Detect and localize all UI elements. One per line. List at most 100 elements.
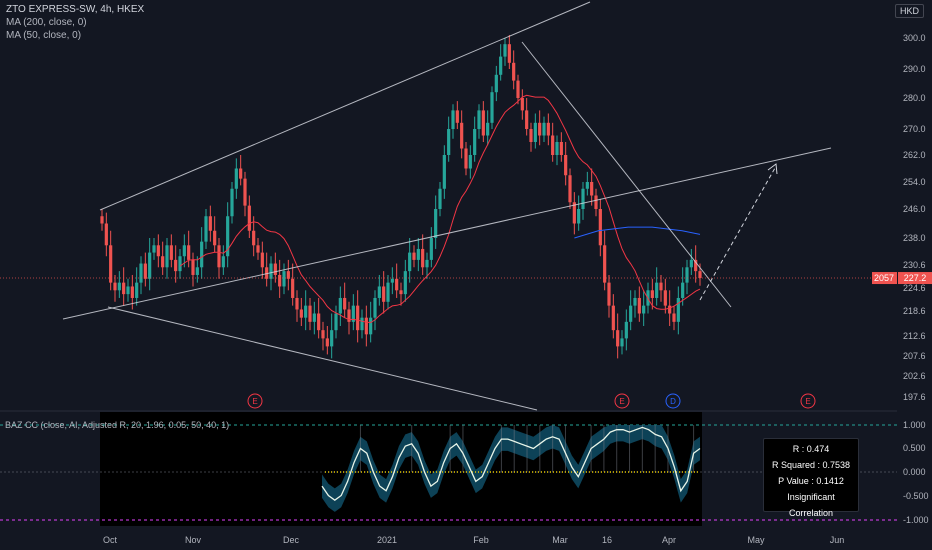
- candle-body: [130, 286, 134, 298]
- price-tag-value: 227.2: [904, 273, 927, 283]
- candle-body: [247, 205, 251, 231]
- price-tick-label: 280.0: [903, 93, 926, 103]
- candle-body: [200, 241, 204, 268]
- candle-body: [672, 313, 676, 322]
- candle-body: [304, 305, 308, 318]
- candle-body: [386, 282, 390, 302]
- candle-body: [685, 267, 689, 283]
- indicator-tick-label: -0.500: [903, 491, 929, 501]
- price-tick-label: 202.6: [903, 371, 926, 381]
- event-marker-label: E: [252, 397, 257, 406]
- candle-body: [442, 155, 446, 189]
- candle-body: [464, 148, 468, 169]
- candle-body: [533, 122, 537, 142]
- candle-body: [373, 297, 377, 318]
- candle-body: [546, 122, 550, 136]
- candle-body: [529, 129, 533, 142]
- candle-body: [356, 305, 360, 331]
- candle-body: [607, 282, 611, 306]
- candle-body: [668, 305, 672, 314]
- candle-body: [577, 209, 581, 224]
- candle-body: [256, 245, 260, 253]
- time-tick-label: Dec: [283, 535, 300, 545]
- candle-body: [364, 317, 368, 335]
- event-marker-label: E: [805, 397, 810, 406]
- ma200-legend: MA (200, close, 0): [6, 17, 87, 28]
- candle-body: [689, 259, 693, 268]
- candle-body: [191, 259, 195, 275]
- candle-body: [234, 168, 238, 189]
- candle-body: [473, 129, 477, 155]
- price-tick-label: 212.6: [903, 331, 926, 341]
- candle-body: [343, 297, 347, 310]
- price-tick-label: 246.0: [903, 204, 926, 214]
- candle-body: [174, 259, 178, 272]
- candle-body: [291, 278, 295, 298]
- candle-body: [468, 155, 472, 169]
- candle-body: [169, 245, 173, 260]
- time-tick-label: Feb: [473, 535, 489, 545]
- correlation-band: [322, 425, 700, 512]
- candle-body: [585, 182, 589, 189]
- candle-body: [637, 297, 641, 314]
- candle-body: [447, 129, 451, 155]
- price-tick-label: 218.6: [903, 306, 926, 316]
- candle-body: [421, 248, 425, 268]
- candle-body: [525, 110, 529, 129]
- candle-body: [572, 202, 576, 224]
- indicator-tick-label: -1.000: [903, 515, 929, 525]
- candle-body: [698, 271, 702, 279]
- price-tick-label: 270.0: [903, 124, 926, 134]
- ma200-line: [574, 226, 701, 239]
- candle-body: [594, 195, 598, 209]
- correlation-verdict: Insignificant Correlation: [787, 492, 835, 518]
- price-tick-label: 290.0: [903, 64, 926, 74]
- candle-body: [347, 309, 351, 322]
- r-squared-value: R Squared : 0.7538: [771, 460, 851, 470]
- candle-body: [152, 245, 156, 253]
- candle-body: [321, 330, 325, 339]
- candle-body: [507, 44, 511, 63]
- candle-body: [204, 216, 208, 242]
- candle-body: [143, 263, 147, 279]
- candle-body: [117, 282, 121, 291]
- candle-body: [113, 282, 117, 291]
- projection-arrow: [699, 167, 776, 301]
- price-tick-label: 300.0: [903, 33, 926, 43]
- candle-body: [590, 182, 594, 196]
- correlation-stats-table: R : 0.474 R Squared : 0.7538 P Value : 0…: [763, 438, 859, 518]
- indicator-tick-label: 0.000: [903, 467, 926, 477]
- candle-body: [477, 110, 481, 129]
- event-marker: [247, 393, 263, 409]
- candle-body: [330, 330, 334, 347]
- candle-body: [681, 282, 685, 298]
- candle-body: [559, 142, 563, 155]
- currency-button[interactable]: HKD: [894, 4, 924, 18]
- candle-body: [516, 80, 520, 98]
- candle-body: [416, 248, 420, 260]
- time-tick-label: May: [747, 535, 765, 545]
- time-tick-label: Oct: [103, 535, 118, 545]
- candle-body: [408, 252, 412, 272]
- event-marker-label: D: [670, 397, 676, 406]
- event-marker-label: E: [619, 397, 624, 406]
- candle-body: [308, 305, 312, 322]
- candle-body: [148, 252, 152, 279]
- price-tick-label: 230.6: [903, 260, 926, 270]
- candle-body: [520, 98, 524, 111]
- candle-body: [490, 92, 494, 123]
- candles: [100, 35, 702, 359]
- p-value: P Value : 0.1412: [778, 476, 844, 486]
- candle-body: [655, 282, 659, 298]
- candle-body: [494, 74, 498, 93]
- candle-body: [390, 278, 394, 283]
- candle-body: [581, 188, 585, 209]
- time-tick-label: Mar: [552, 535, 568, 545]
- candle-body: [451, 110, 455, 129]
- candle-body: [629, 305, 633, 322]
- candle-body: [221, 256, 225, 268]
- upper-wedge-line: [99, 1, 591, 211]
- candle-body: [282, 271, 286, 287]
- candle-body: [624, 321, 628, 339]
